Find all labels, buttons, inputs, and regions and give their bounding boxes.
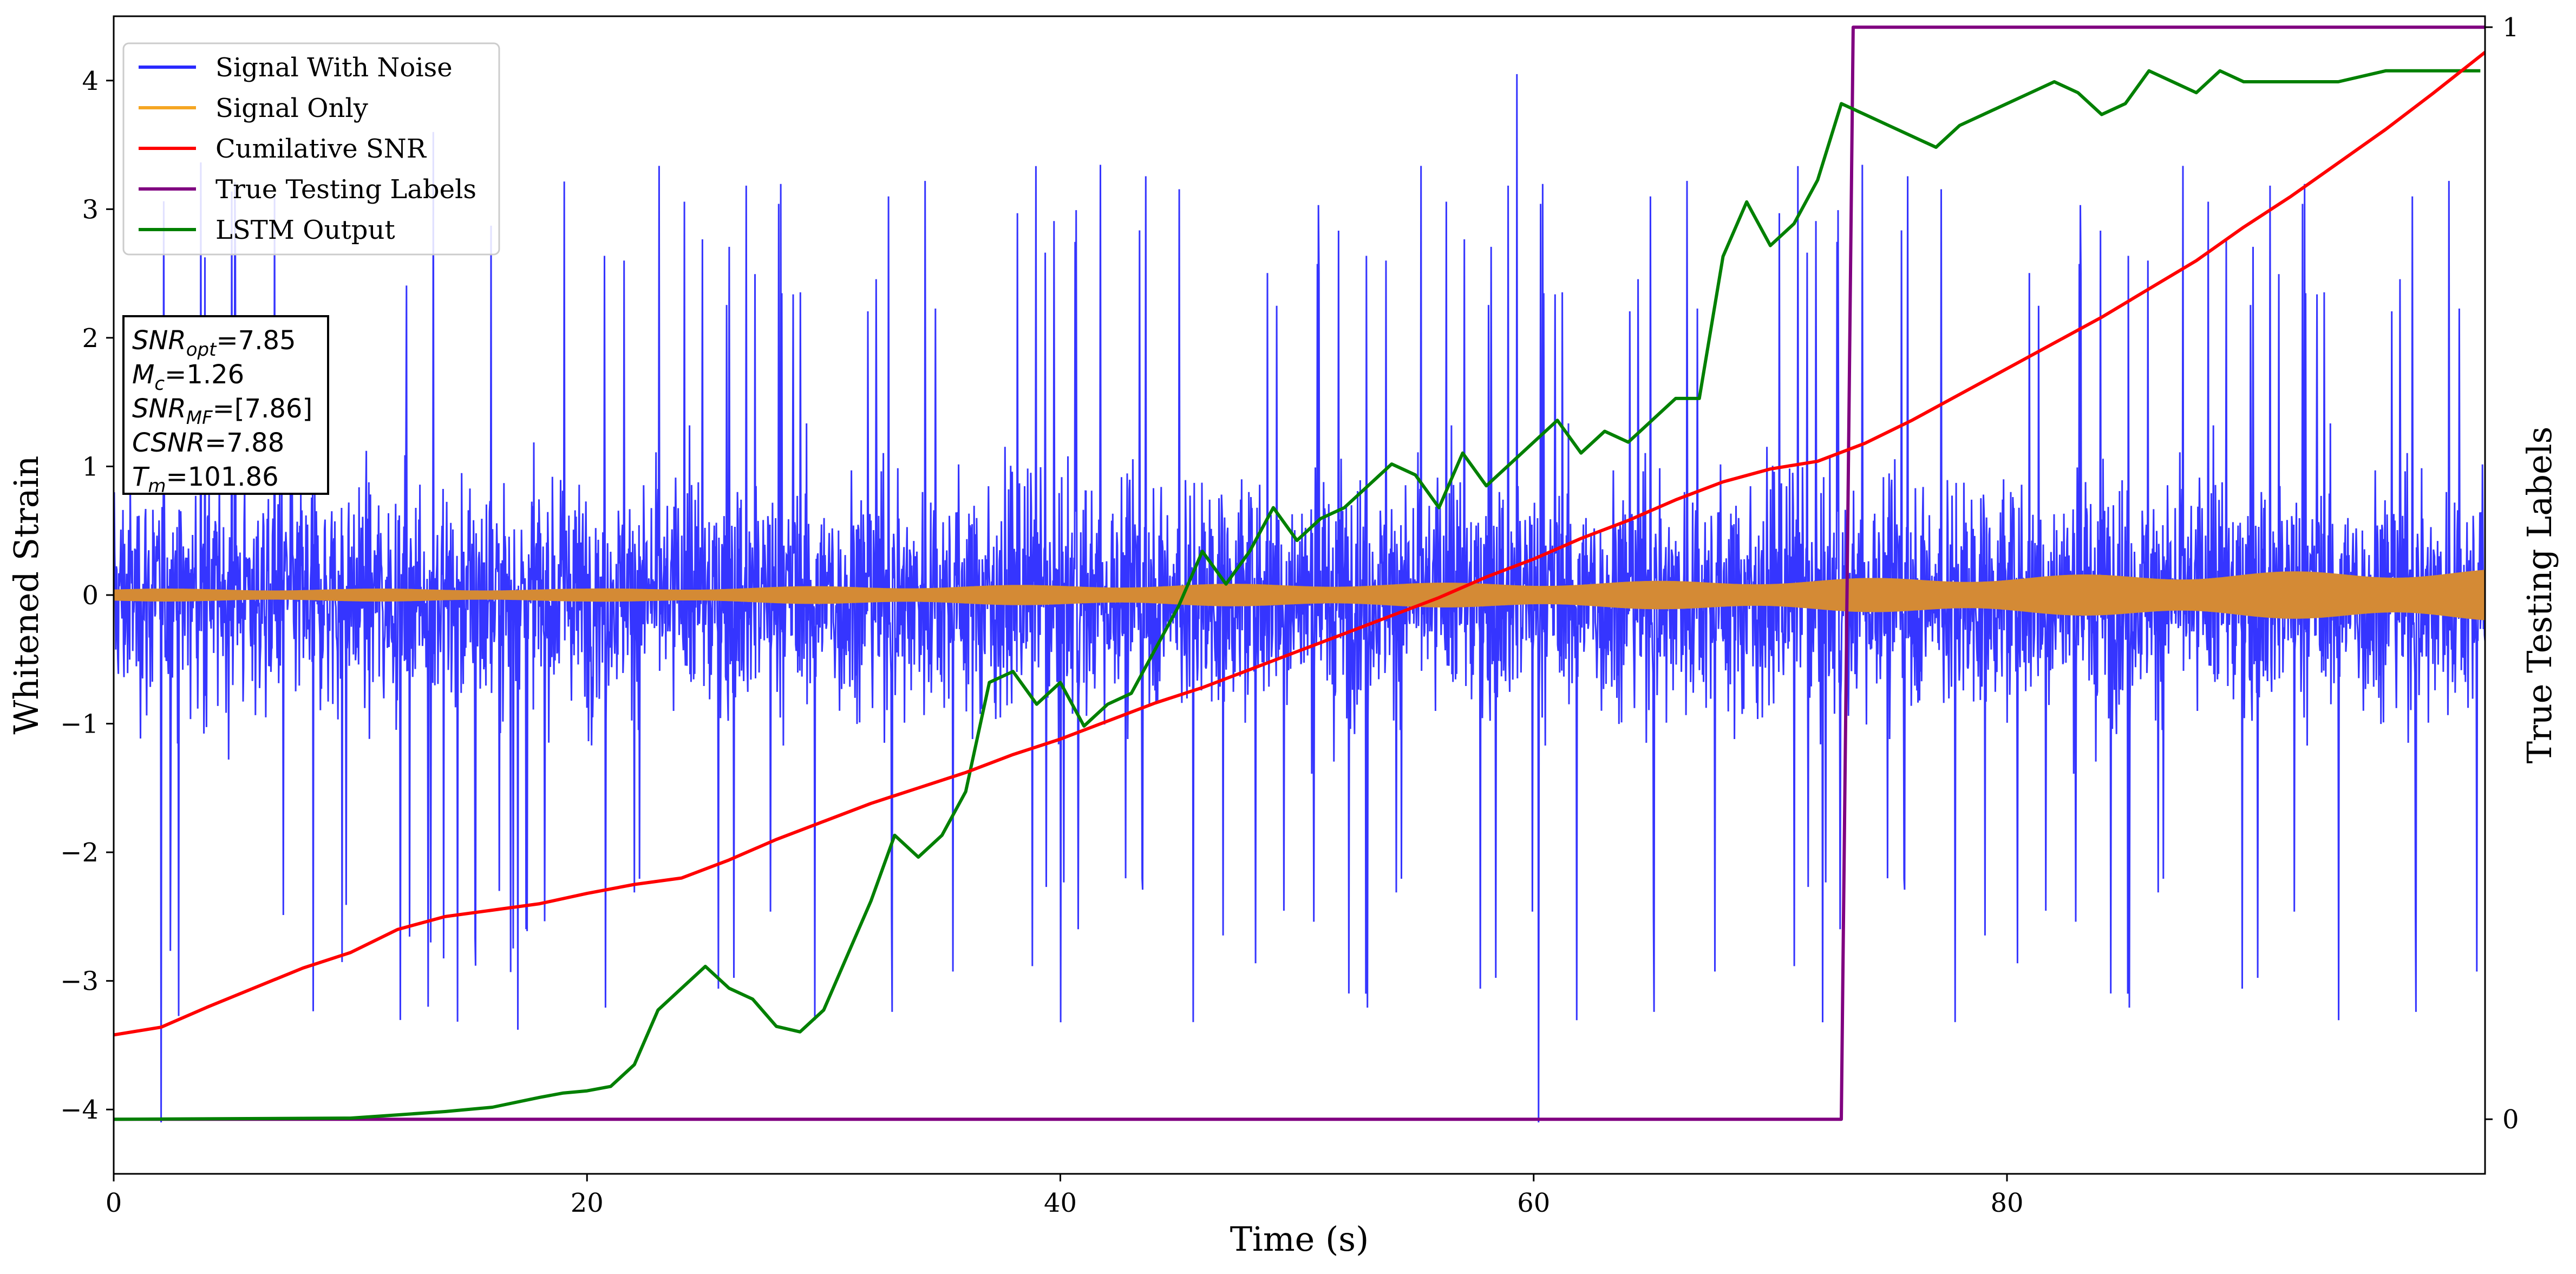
legend-label: Signal Only <box>215 93 368 123</box>
signal-only-line <box>114 570 2485 620</box>
signal-only-series <box>114 570 2485 620</box>
legend-label: Signal With Noise <box>215 53 453 83</box>
legend-frame <box>122 42 500 256</box>
y2-tick-label: 1 <box>2502 12 2519 43</box>
y-tick-label: 3 <box>82 194 99 225</box>
annotation-line: Tm=101.86 <box>132 462 279 497</box>
plot-area <box>114 25 2485 1123</box>
x-tick-label: 40 <box>1044 1188 1077 1218</box>
cumilative-snr-line <box>114 51 2485 1037</box>
y-tick-label: 2 <box>82 323 99 354</box>
x-tick-label: 0 <box>106 1188 122 1218</box>
y-tick-label: −3 <box>60 966 99 997</box>
annotation-line: SNRopt=7.85 <box>132 325 296 361</box>
x-tick-label: 60 <box>1517 1188 1550 1218</box>
x-tick-label: 80 <box>1990 1188 2023 1218</box>
y-tick-label: −1 <box>60 709 99 740</box>
y-tick-label: −4 <box>60 1095 99 1125</box>
annotation-line: SNRMF=[7.86] <box>132 394 312 429</box>
y2-tick-label: 0 <box>2502 1105 2519 1135</box>
legend-label: Cumilative SNR <box>215 134 427 164</box>
annotation-frame <box>122 315 329 495</box>
y2-axis-title: True Testing Labels <box>2520 427 2559 764</box>
y-tick-label: 4 <box>82 66 99 96</box>
annotation-line: Mc=1.26 <box>132 360 244 395</box>
x-axis-title: Time (s) <box>1230 1219 1369 1259</box>
annotation-line: CSNR=7.88 <box>132 428 284 458</box>
y-tick-label: −2 <box>60 838 99 868</box>
legend-label: LSTM Output <box>215 215 395 245</box>
line-series-group <box>114 25 2485 1121</box>
legend-label: True Testing Labels <box>215 174 476 205</box>
true-testing-labels-line <box>114 25 2485 1121</box>
lstm-output-line <box>114 69 2481 1121</box>
legend: Signal With Noise Signal Only Cumilative S… <box>122 42 500 256</box>
y-axis-title: Whitened Strain <box>6 456 46 735</box>
y-tick-label: 0 <box>82 580 99 611</box>
y-tick-label: 1 <box>82 452 99 482</box>
x-tick-label: 20 <box>571 1188 604 1218</box>
